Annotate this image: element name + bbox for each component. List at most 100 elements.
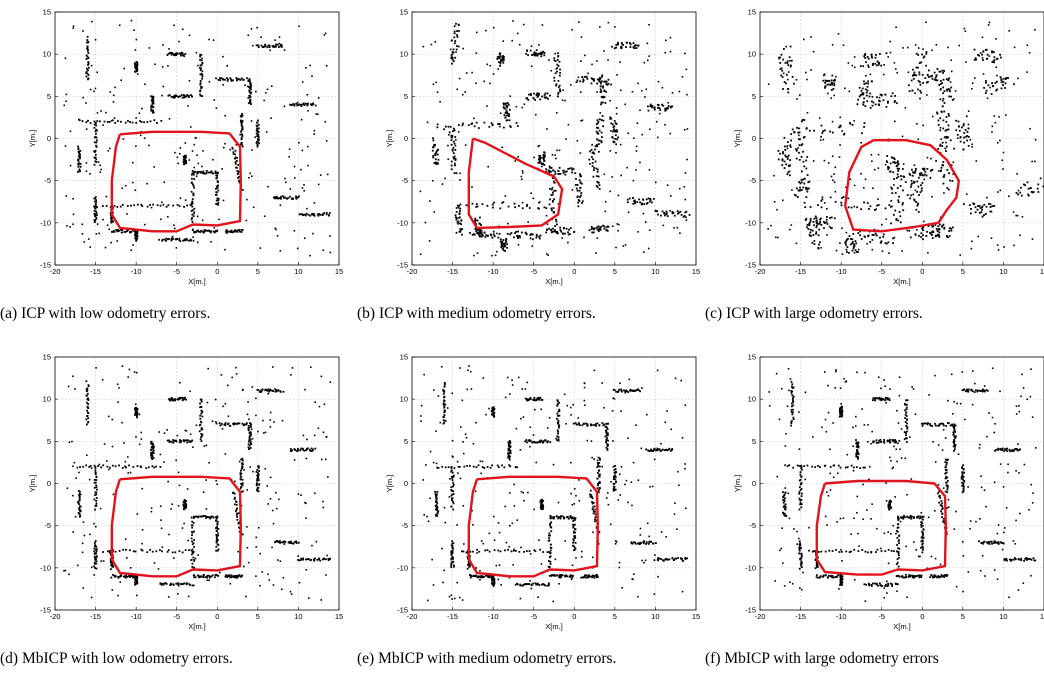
x-tick-label: 10 bbox=[294, 612, 302, 621]
x-tick-label: -15 bbox=[795, 267, 806, 276]
x-tick-label: -20 bbox=[755, 612, 766, 621]
x-tick-label: -15 bbox=[90, 267, 101, 276]
x-tick-label: 0 bbox=[215, 267, 219, 276]
panel-f: -20-15-10-5051015151050-5-10-15X[m.]Y[m.… bbox=[705, 345, 1044, 691]
panel-b: -20 -15 -10 -5 0 5 10 15 15 10 5 0 -5 -10 -15 X[m.] Y[m.… bbox=[357, 0, 700, 346]
x-tick-label: 10 bbox=[999, 267, 1007, 276]
x-tick-label: 0 bbox=[920, 612, 924, 621]
y-tick-label: -10 bbox=[745, 218, 756, 227]
y-tick-label: 0 bbox=[752, 134, 756, 143]
y-tick-label: -15 bbox=[40, 261, 51, 270]
y-tick-label: 15 bbox=[748, 353, 756, 362]
y-tick-label: -10 bbox=[397, 563, 408, 572]
x-tick-label: 10 bbox=[651, 612, 659, 621]
y-tick-label: -10 bbox=[40, 218, 51, 227]
trajectory-line bbox=[110, 475, 242, 578]
y-tick-label: 0 bbox=[404, 479, 408, 488]
panel-e: -20 -15 -10 -5 0 5 10 15 15 10 5 0 -5 -10 -15 X[m.] Y[m.… bbox=[357, 345, 700, 691]
x-tick-label: -15 bbox=[447, 267, 458, 276]
y-axis-label: Y[m.] bbox=[733, 475, 742, 493]
x-tick-label: 5 bbox=[256, 267, 260, 276]
x-axis-label: X[m.] bbox=[545, 277, 563, 286]
y-tick-label: 10 bbox=[43, 50, 51, 59]
x-tick-label: 15 bbox=[692, 612, 700, 621]
scatter-plot: -20-15-10-5051015151050-5-10-15X[m.]Y[m.… bbox=[733, 8, 1044, 286]
x-axis-label: X[m.] bbox=[893, 622, 911, 631]
y-tick-label: 15 bbox=[400, 8, 408, 17]
y-tick-label: 10 bbox=[748, 395, 756, 404]
y-tick-label: -5 bbox=[749, 521, 756, 530]
map-points bbox=[767, 21, 1044, 256]
y-tick-label: 5 bbox=[47, 92, 51, 101]
y-axis-label: Y[m.] bbox=[385, 130, 394, 148]
x-tick-label: 0 bbox=[572, 612, 576, 621]
x-tick-label: 0 bbox=[215, 612, 219, 621]
x-tick-label: -20 bbox=[50, 267, 61, 276]
y-tick-label: -10 bbox=[40, 563, 51, 572]
trajectory-line bbox=[110, 130, 242, 233]
y-tick-label: -15 bbox=[397, 261, 408, 270]
y-tick-label: 15 bbox=[43, 8, 51, 17]
x-tick-label: 15 bbox=[692, 267, 700, 276]
y-tick-label: 15 bbox=[43, 353, 51, 362]
x-tick-label: 5 bbox=[256, 612, 260, 621]
y-tick-label: 10 bbox=[400, 395, 408, 404]
panel-caption: (a) ICP with low odometry errors. bbox=[0, 305, 211, 322]
x-tick-label: 5 bbox=[961, 267, 965, 276]
trajectory-line bbox=[467, 475, 599, 578]
y-tick-label: -5 bbox=[44, 521, 51, 530]
panel-caption: (f) MbICP with large odometry errors bbox=[705, 650, 939, 667]
x-tick-label: -5 bbox=[530, 612, 537, 621]
y-tick-label: 15 bbox=[400, 353, 408, 362]
trajectory-line bbox=[844, 139, 960, 233]
panel-c: -20-15-10-5051015151050-5-10-15X[m.]Y[m.… bbox=[705, 0, 1044, 346]
x-axis-label: X[m.] bbox=[893, 277, 911, 286]
x-tick-label: 5 bbox=[961, 612, 965, 621]
x-tick-label: -10 bbox=[131, 612, 142, 621]
x-tick-label: -5 bbox=[173, 612, 180, 621]
panel-caption: (c) ICP with large odometry errors. bbox=[705, 305, 923, 322]
x-tick-label: 15 bbox=[1040, 267, 1044, 276]
x-tick-label: -10 bbox=[488, 267, 499, 276]
x-tick-label: -10 bbox=[131, 267, 142, 276]
x-tick-label: -15 bbox=[447, 612, 458, 621]
y-tick-label: 15 bbox=[748, 8, 756, 17]
x-tick-label: -10 bbox=[836, 267, 847, 276]
y-tick-label: -5 bbox=[749, 176, 756, 185]
x-tick-label: -10 bbox=[488, 612, 499, 621]
x-tick-label: -20 bbox=[407, 612, 418, 621]
map-points bbox=[768, 367, 1037, 602]
y-tick-label: 5 bbox=[752, 437, 756, 446]
y-tick-label: 0 bbox=[47, 479, 51, 488]
y-tick-label: -15 bbox=[745, 606, 756, 615]
y-axis-label: Y[m.] bbox=[28, 130, 37, 148]
y-tick-label: 5 bbox=[752, 92, 756, 101]
y-tick-label: 0 bbox=[47, 134, 51, 143]
scatter-plot: -20-15-10-5051015151050-5-10-15X[m.]Y[m.… bbox=[733, 353, 1044, 631]
y-tick-label: 0 bbox=[404, 134, 408, 143]
x-axis-label: X[m.] bbox=[545, 622, 563, 631]
x-tick-label: -20 bbox=[407, 267, 418, 276]
map-points bbox=[63, 19, 332, 257]
x-tick-label: 10 bbox=[294, 267, 302, 276]
map-points bbox=[420, 365, 689, 603]
x-tick-label: 10 bbox=[651, 267, 659, 276]
x-axis-label: X[m.] bbox=[188, 277, 206, 286]
y-tick-label: 10 bbox=[43, 395, 51, 404]
x-tick-label: 5 bbox=[613, 612, 617, 621]
y-tick-label: 5 bbox=[47, 437, 51, 446]
x-tick-label: -20 bbox=[50, 612, 61, 621]
x-tick-label: -5 bbox=[173, 267, 180, 276]
y-tick-label: 5 bbox=[404, 437, 408, 446]
y-axis-label: Y[m.] bbox=[28, 475, 37, 493]
x-tick-label: -15 bbox=[90, 612, 101, 621]
panel-a: -20 -15 -10 -5 0 5 10 15 15 10 5 0 -5 -10 -15 X[m.] Y[m.… bbox=[0, 0, 343, 346]
y-tick-label: -5 bbox=[401, 176, 408, 185]
map-points bbox=[63, 365, 332, 601]
trajectory-line bbox=[815, 479, 947, 576]
y-tick-label: -15 bbox=[397, 606, 408, 615]
x-tick-label: 5 bbox=[613, 267, 617, 276]
